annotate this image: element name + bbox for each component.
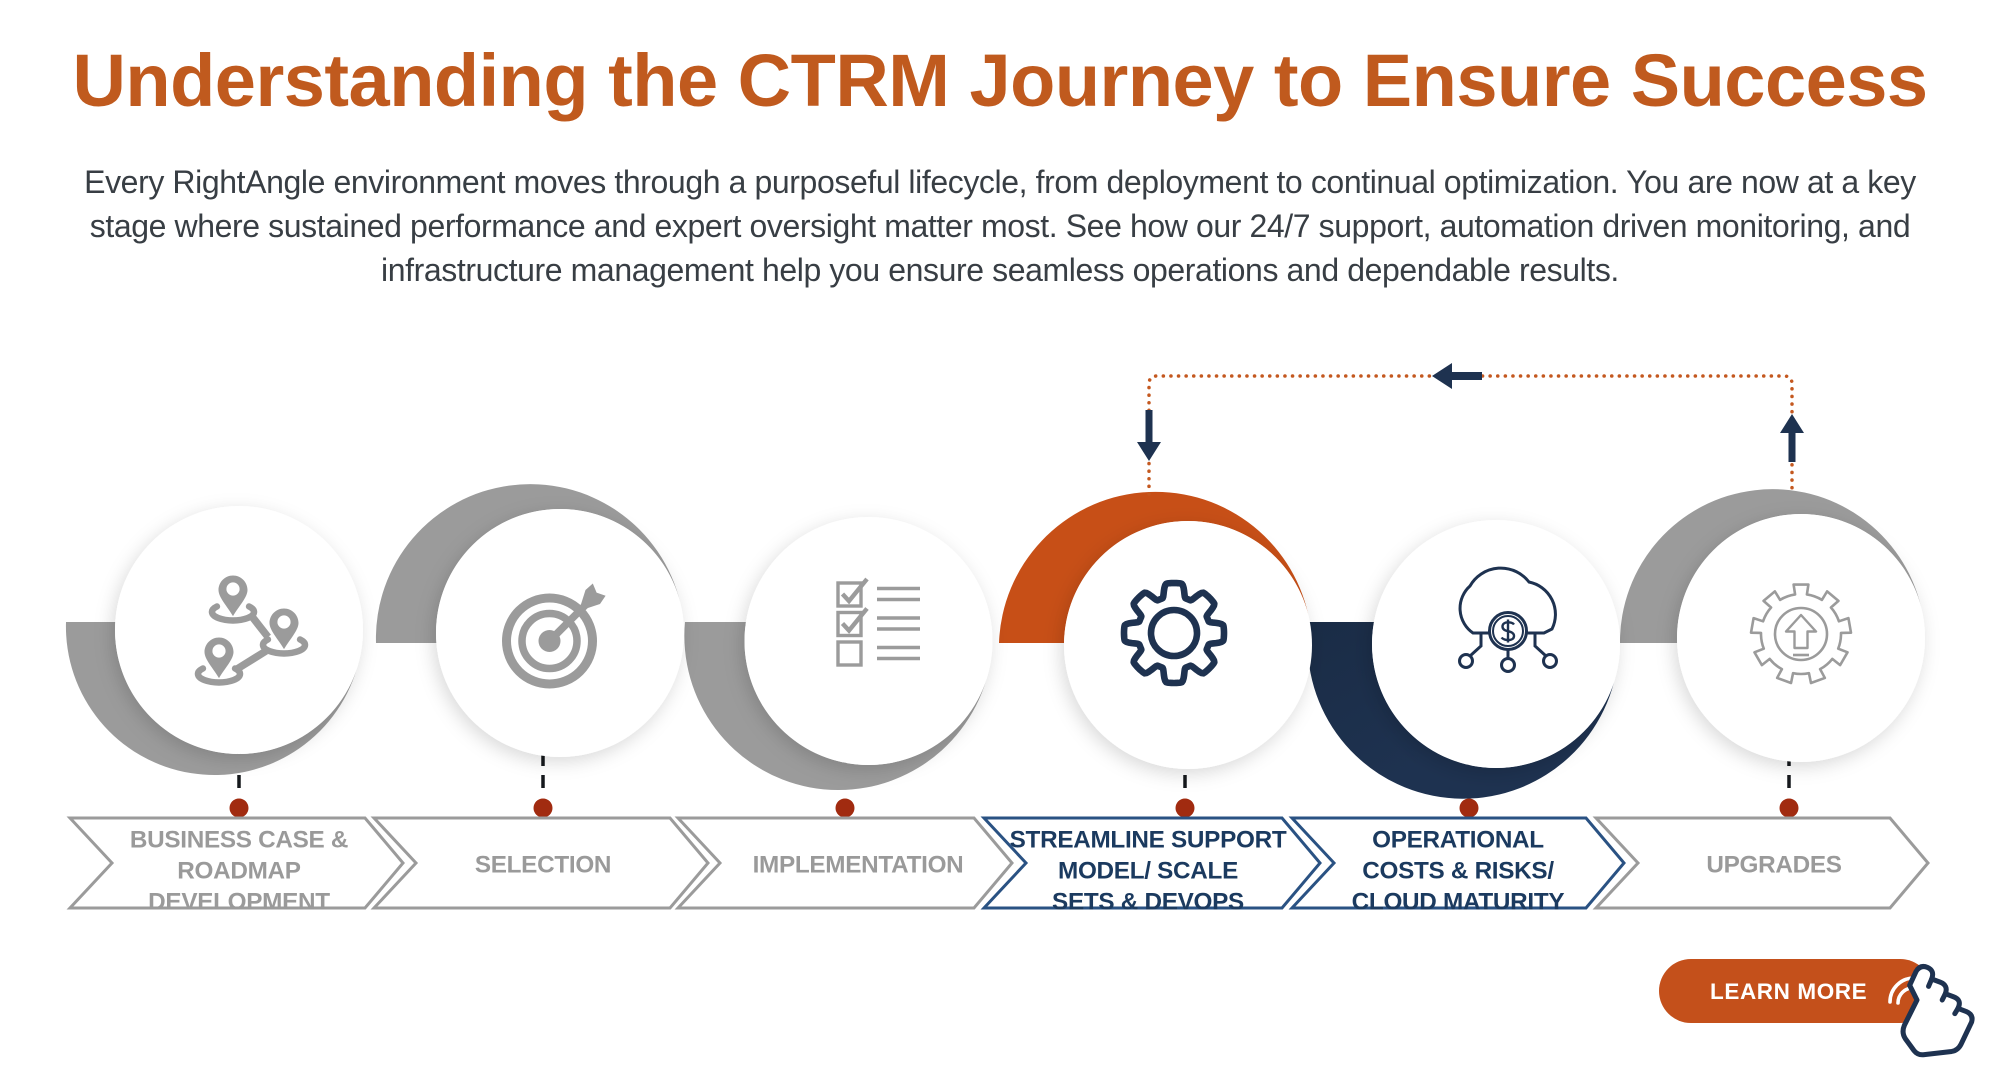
svg-text:OPERATIONAL: OPERATIONAL: [1372, 827, 1544, 854]
svg-text:SELECTION: SELECTION: [475, 852, 611, 879]
svg-text:ROADMAP: ROADMAP: [177, 858, 301, 885]
svg-text:COSTS & RISKS/: COSTS & RISKS/: [1362, 858, 1554, 885]
svg-text:IMPLEMENTATION: IMPLEMENTATION: [753, 852, 964, 879]
svg-text:MODEL/ SCALE: MODEL/ SCALE: [1058, 858, 1238, 885]
svg-text:UPGRADES: UPGRADES: [1706, 852, 1841, 879]
svg-text:STREAMLINE SUPPORT: STREAMLINE SUPPORT: [1010, 827, 1287, 854]
svg-text:BUSINESS CASE &: BUSINESS CASE &: [130, 827, 348, 854]
svg-text:CLOUD MATURITY: CLOUD MATURITY: [1352, 889, 1565, 916]
svg-text:DEVELOPMENT: DEVELOPMENT: [148, 889, 330, 916]
svg-text:SETS & DEVOPS: SETS & DEVOPS: [1052, 889, 1244, 916]
svg-text:LEARN MORE: LEARN MORE: [1710, 979, 1867, 1004]
